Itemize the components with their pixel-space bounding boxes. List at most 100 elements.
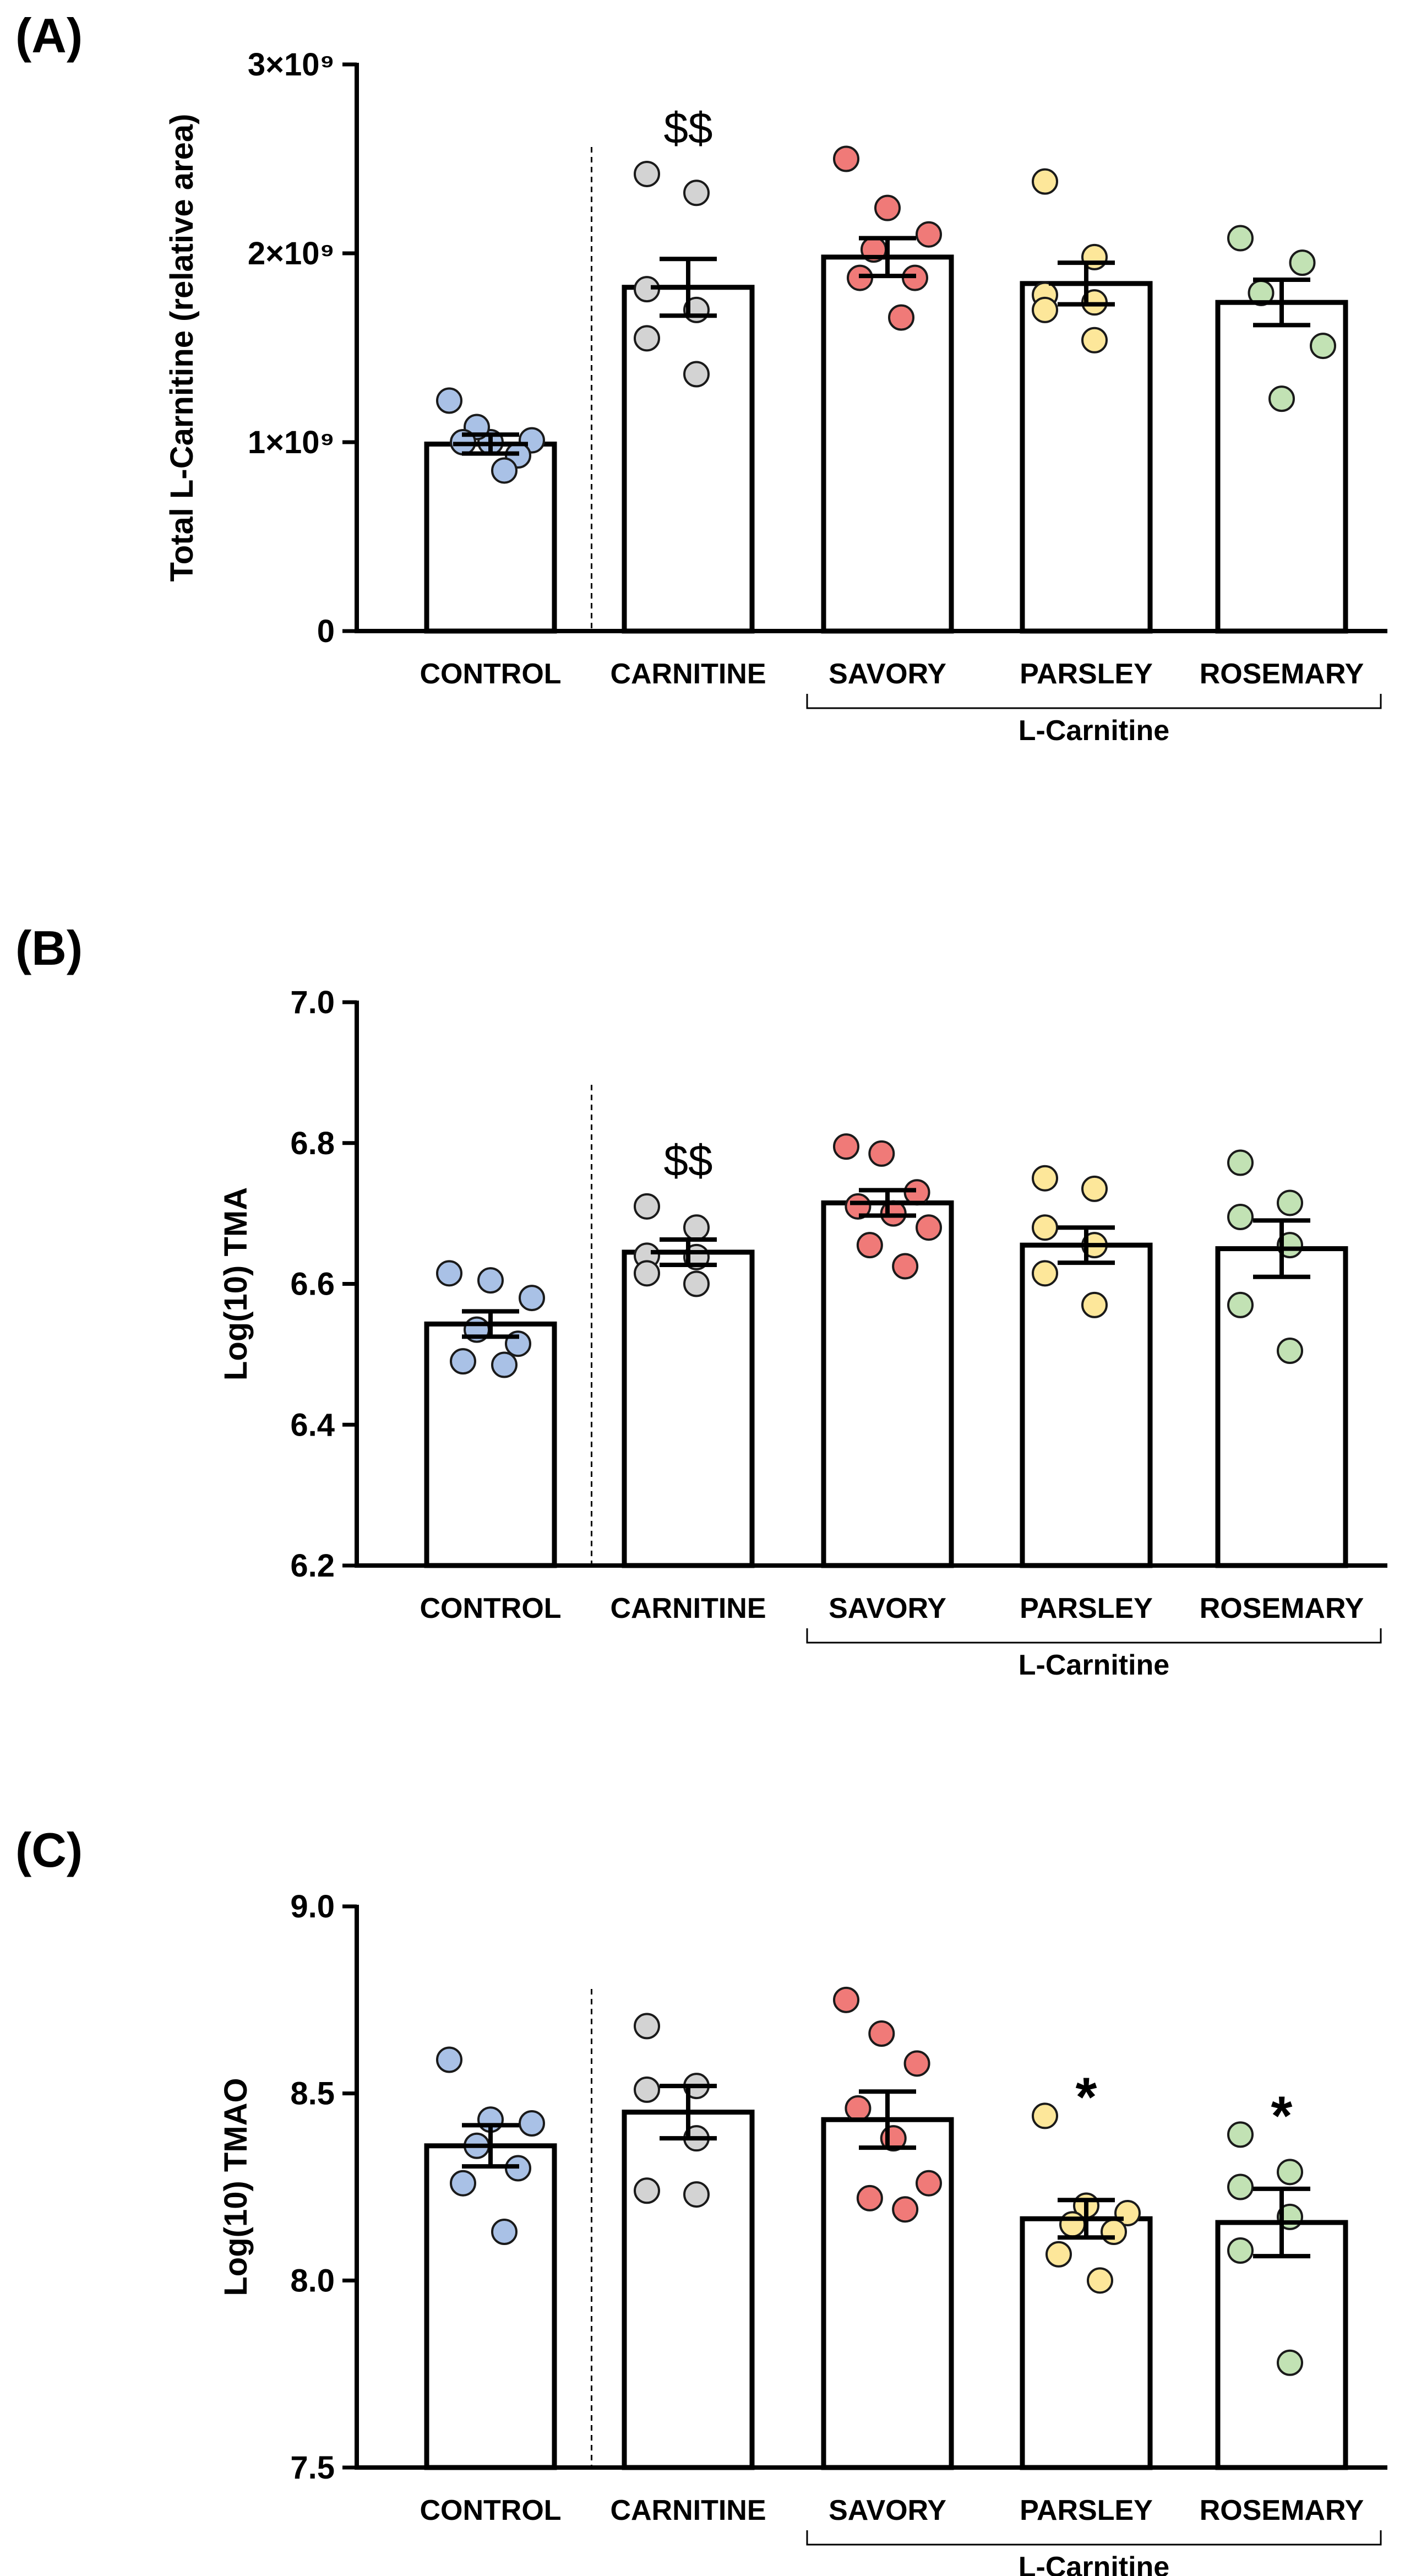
data-point [634,325,660,352]
x-category-label: ROSEMARY [1200,658,1364,690]
data-point [436,1260,462,1287]
bar-control [424,441,557,634]
y-tick-label: 6.8 [290,1126,335,1161]
data-point [868,1140,895,1167]
significance-marker: $$ [664,104,713,153]
data-point [1268,385,1295,412]
data-point [450,2170,476,2197]
data-point [1227,1291,1254,1318]
x-category-label: CONTROL [420,658,561,690]
data-point [1032,168,1058,195]
y-tick-label: 3×10⁹ [248,47,335,83]
data-point [491,457,518,484]
data-point [1081,327,1108,354]
data-point [634,2177,660,2204]
bar-carnitine [622,1249,755,1568]
data-point [683,361,710,388]
y-tick-label: 6.4 [290,1407,335,1443]
data-point [491,2219,518,2246]
data-point [1101,2219,1127,2246]
group-bracket [806,694,1382,709]
data-point [683,180,710,206]
data-point [1227,2121,1254,2148]
data-point [845,1193,872,1220]
data-point [1045,2241,1072,2268]
data-point [1032,1165,1058,1192]
panel-label: (B) [15,921,83,975]
data-point [888,304,914,331]
data-point [491,1351,518,1378]
data-point [903,2050,930,2077]
data-point [1277,1337,1303,1364]
y-tick-label: 7.5 [290,2450,335,2486]
data-point [683,1214,710,1241]
significance-marker: $$ [664,1136,713,1185]
bar-parsley [1020,1242,1153,1568]
data-point [1032,1260,1058,1287]
y-tick-label: 2×10⁹ [248,236,335,271]
y-tick-label: 8.0 [290,2263,335,2298]
group-bracket [806,2530,1382,2546]
data-point [634,1193,660,1220]
data-point [833,1133,859,1160]
x-category-label: PARSLEY [1020,2495,1153,2526]
significance-marker: * [1076,2066,1097,2128]
data-point [477,1267,504,1294]
x-category-label: SAVORY [829,658,946,690]
y-tick-label: 0 [317,613,335,649]
data-point [436,387,462,414]
data-point [833,145,859,172]
data-point [1277,2159,1303,2186]
bar-control [424,1321,557,1568]
data-point [634,2076,660,2103]
y-axis-title: Total L-Carnitine (relative area) [164,114,200,582]
x-category-label: CARNITINE [610,1593,766,1624]
data-point [892,2196,919,2223]
y-axis-title: Log(10) TMA [218,1187,254,1381]
data-point [634,2013,660,2040]
bar-parsley [1020,2216,1153,2470]
data-point [1087,2267,1113,2294]
data-point [1032,2102,1058,2129]
data-point [856,2184,883,2211]
data-point [874,194,901,221]
significance-marker: * [1271,2085,1293,2146]
data-point [634,160,660,187]
y-tick-label: 8.5 [290,2076,335,2112]
data-point [436,2046,462,2073]
data-point [1032,296,1058,323]
x-category-label: PARSLEY [1020,1593,1153,1624]
data-point [1059,2211,1086,2238]
data-point [1227,2237,1254,2264]
data-point [683,1270,710,1297]
y-tick-label: 1×10⁹ [248,425,335,460]
group-bracket [806,1628,1382,1644]
x-category-label: CONTROL [420,1593,561,1624]
data-point [1227,225,1254,252]
data-point [1310,333,1336,360]
data-point [868,2020,895,2047]
x-category-label: PARSLEY [1020,658,1153,690]
data-point [892,1253,919,1280]
y-tick-label: 6.6 [290,1267,335,1302]
data-point [1227,2173,1254,2200]
data-point [519,1285,545,1312]
data-point [845,2095,872,2122]
x-category-label: CARNITINE [610,2495,766,2526]
x-category-label: CARNITINE [610,658,766,690]
data-point [450,1348,476,1375]
data-point [856,1232,883,1259]
bar-control [424,2143,557,2470]
data-point [634,1260,660,1287]
data-point [1032,1214,1058,1241]
data-point [519,2110,545,2137]
data-point [916,221,942,248]
y-tick-label: 6.2 [290,1548,335,1584]
group-bracket-label: L-Carnitine [1019,1649,1169,1681]
y-tick-label: 9.0 [290,1889,335,1925]
chart-panel-b: (B) Log(10) TMA 6.2 6.4 6.6 6.8 7.0 $$ CONTROL CA… [15,921,1387,1681]
data-point [1227,1204,1254,1231]
x-category-label: SAVORY [829,1593,946,1624]
data-point [1081,1175,1108,1202]
